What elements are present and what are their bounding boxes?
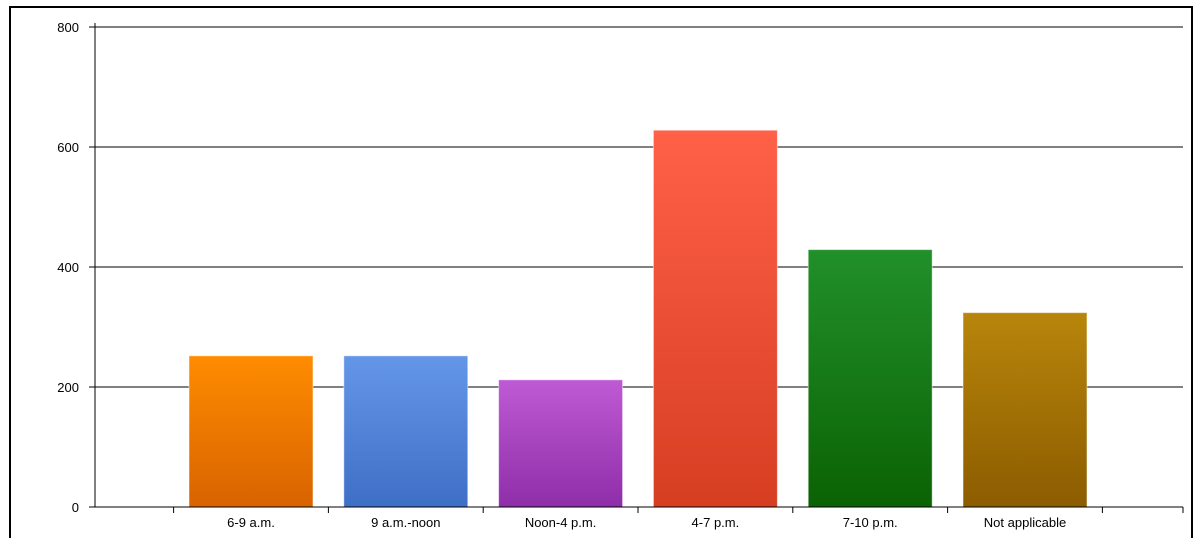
- x-tick-label: Not applicable: [984, 515, 1066, 530]
- y-tick-label: 200: [57, 380, 79, 395]
- y-tick-labels: 0 200 400 600 800: [57, 20, 79, 515]
- x-tick-labels: 6-9 a.m. 9 a.m.-noon Noon-4 p.m. 4-7 p.m. 7-…: [227, 515, 1066, 530]
- bar: [962, 312, 1088, 508]
- x-tick-label: Noon-4 p.m.: [525, 515, 597, 530]
- chart-frame: [9, 6, 1193, 538]
- bar: [498, 379, 624, 508]
- x-tick-label: 6-9 a.m.: [227, 515, 275, 530]
- x-tick-label: 4-7 p.m.: [692, 515, 740, 530]
- y-tick-label: 600: [57, 140, 79, 155]
- y-tick-label: 800: [57, 20, 79, 35]
- x-tick-label: 7-10 p.m.: [843, 515, 898, 530]
- y-tick-label: 0: [72, 500, 79, 515]
- bar: [807, 249, 933, 508]
- bar: [652, 129, 778, 508]
- x-tick-label: 9 a.m.-noon: [371, 515, 440, 530]
- bar: [343, 355, 469, 508]
- bar: [188, 355, 314, 508]
- y-tick-label: 400: [57, 260, 79, 275]
- axes: [89, 23, 1184, 513]
- bars: [188, 129, 1088, 508]
